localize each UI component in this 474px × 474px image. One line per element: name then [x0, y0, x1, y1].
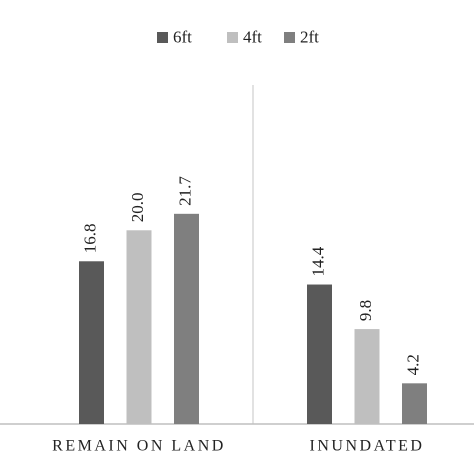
data-label: 14.4	[308, 246, 327, 276]
bar	[174, 213, 199, 424]
data-label: 9.8	[356, 300, 375, 321]
bar	[402, 383, 427, 424]
legend-label: 6ft	[173, 27, 192, 46]
bar	[79, 261, 104, 424]
legend-swatch	[157, 32, 168, 43]
x-tick-label: INUNDATED	[310, 438, 425, 455]
legend-swatch	[284, 32, 295, 43]
bar	[354, 329, 380, 424]
data-label: 4.2	[403, 354, 422, 375]
legend-label: 2ft	[300, 27, 319, 46]
data-label: 20.0	[128, 193, 147, 223]
legend-label: 4ft	[243, 27, 262, 46]
x-tick-label: REMAIN ON LAND	[52, 438, 226, 455]
data-label: 16.8	[80, 224, 99, 254]
bar	[307, 284, 332, 424]
legend-swatch	[227, 32, 238, 43]
data-label: 21.7	[175, 176, 194, 206]
bar	[126, 230, 152, 424]
